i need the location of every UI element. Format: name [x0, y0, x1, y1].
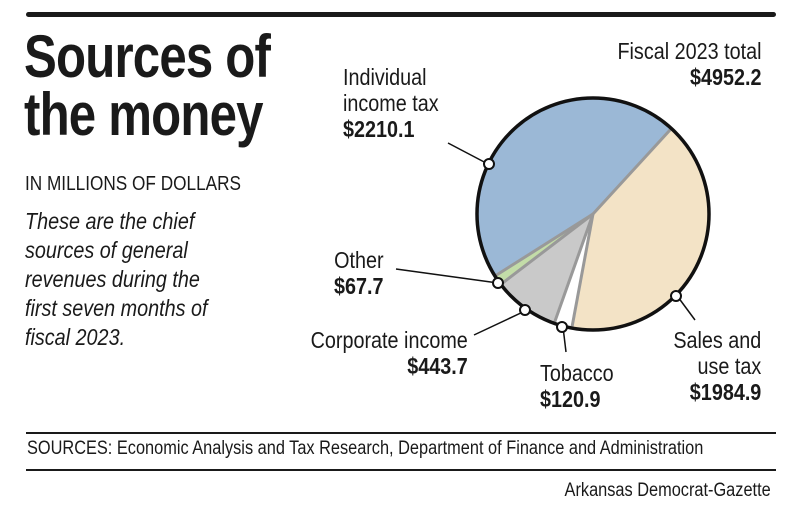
credit-line: Arkansas Democrat-Gazette	[564, 480, 771, 501]
slice-divider	[494, 212, 594, 278]
leader-other	[395, 268, 499, 284]
leader-lines	[395, 142, 696, 353]
description-line: sources of general	[25, 237, 188, 263]
label-sales-line2: use tax	[697, 353, 761, 379]
total-label: Fiscal 2023 total $4952.2	[617, 38, 761, 90]
chart-description: These are the chief sources of general r…	[25, 207, 283, 352]
chart-title: Sources of the money	[24, 23, 271, 148]
description-line: These are the chief	[25, 208, 195, 234]
label-corporate: Corporate income $443.7	[311, 327, 468, 379]
total-value: $4952.2	[689, 64, 761, 90]
marker-sales	[670, 290, 682, 302]
slice-dividers	[494, 127, 673, 329]
description-line: fiscal 2023.	[25, 324, 126, 350]
slice-divider	[570, 213, 595, 329]
label-corporate-line1: Corporate income	[310, 327, 468, 353]
label-sales: Sales and use tax $1984.9	[673, 327, 761, 405]
title-line-1: Sources of	[24, 23, 271, 90]
description-line: first seven months of	[25, 295, 208, 321]
slice-divider	[591, 127, 673, 216]
label-tobacco-line1: Tobacco	[540, 360, 614, 386]
leader-sales	[677, 296, 696, 321]
marker-individual	[483, 158, 495, 170]
description-line: revenues during the	[25, 266, 200, 292]
total-caption: Fiscal 2023 total	[616, 38, 761, 64]
top-rule	[26, 12, 776, 17]
label-other: Other $67.7	[334, 247, 384, 299]
title-line-2: the money	[24, 81, 263, 148]
sources-bottom-rule	[26, 469, 776, 471]
pie-slice-individual-income-tax	[476, 98, 672, 277]
sources-top-rule	[26, 432, 776, 434]
label-individual-value: $2210.1	[343, 116, 415, 142]
pie-slice-sales-and-use-tax	[571, 128, 709, 331]
marker-corporate	[519, 304, 531, 316]
label-other-line1: Other	[334, 247, 384, 273]
pie-outline	[475, 96, 711, 332]
units-label: IN MILLIONS OF DOLLARS	[25, 173, 242, 195]
callout-markers	[483, 158, 682, 333]
label-sales-value: $1984.9	[689, 379, 761, 405]
marker-other	[492, 277, 504, 289]
label-individual-line1: Individual	[343, 64, 427, 90]
label-tobacco-value: $120.9	[540, 386, 601, 412]
slice-divider	[499, 212, 594, 286]
label-tobacco: Tobacco $120.9	[540, 360, 614, 412]
label-individual-line2: income tax	[343, 90, 439, 116]
marker-tobacco	[556, 321, 568, 333]
sources-note: SOURCES: Economic Analysis and Tax Resea…	[27, 438, 704, 459]
label-individual: Individual income tax $2210.1	[343, 64, 439, 142]
label-corporate-value: $443.7	[407, 353, 468, 379]
label-sales-line1: Sales and	[673, 327, 761, 353]
leader-corporate	[473, 310, 526, 336]
leader-individual	[447, 142, 489, 165]
label-other-value: $67.7	[334, 273, 384, 299]
pie-slice-corporate-income	[500, 214, 593, 324]
slice-divider	[552, 213, 595, 324]
